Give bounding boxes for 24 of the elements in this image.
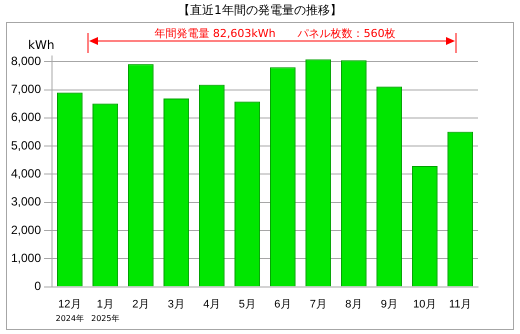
x-tick-label: 11月 [449, 298, 472, 310]
chart-title: 【直近1年間の発電量の推移】 [177, 2, 343, 19]
y-tick-label: 2,000 [11, 222, 42, 237]
x-tick-label: 3月 [168, 298, 185, 310]
text: 年間発電量 82,603kWh パネル枚数：560枚 [153, 26, 397, 41]
y-tick-label: 4,000 [11, 166, 42, 181]
category-label: 1月 2025年 [91, 298, 120, 324]
y-tick-label: 3,000 [11, 194, 42, 209]
x-tick-label: 9月 [380, 298, 398, 310]
y-tick-label: 7,000 [11, 82, 42, 96]
y-tick-label: 8,000 [11, 54, 42, 68]
y-tick-label: 0 [34, 279, 42, 294]
y-tick-label: 5,000 [11, 138, 42, 152]
x-tick-label: 10月 [413, 298, 436, 310]
x-tick-label: 6月 [274, 298, 292, 310]
y-tick-label: 1,000 [11, 250, 42, 265]
x-tick-label: 8月 [345, 298, 362, 310]
x-tick-label: 5月 [238, 298, 256, 310]
x-tick-label: 4月 [203, 298, 220, 310]
y-tick-label: 6,000 [11, 110, 42, 124]
category-label: 12月 2024年 [56, 298, 84, 324]
x-tick-label: 7月 [310, 298, 327, 310]
y-axis-title: kWh [28, 38, 54, 52]
x-tick-label: 2月 [132, 298, 150, 310]
